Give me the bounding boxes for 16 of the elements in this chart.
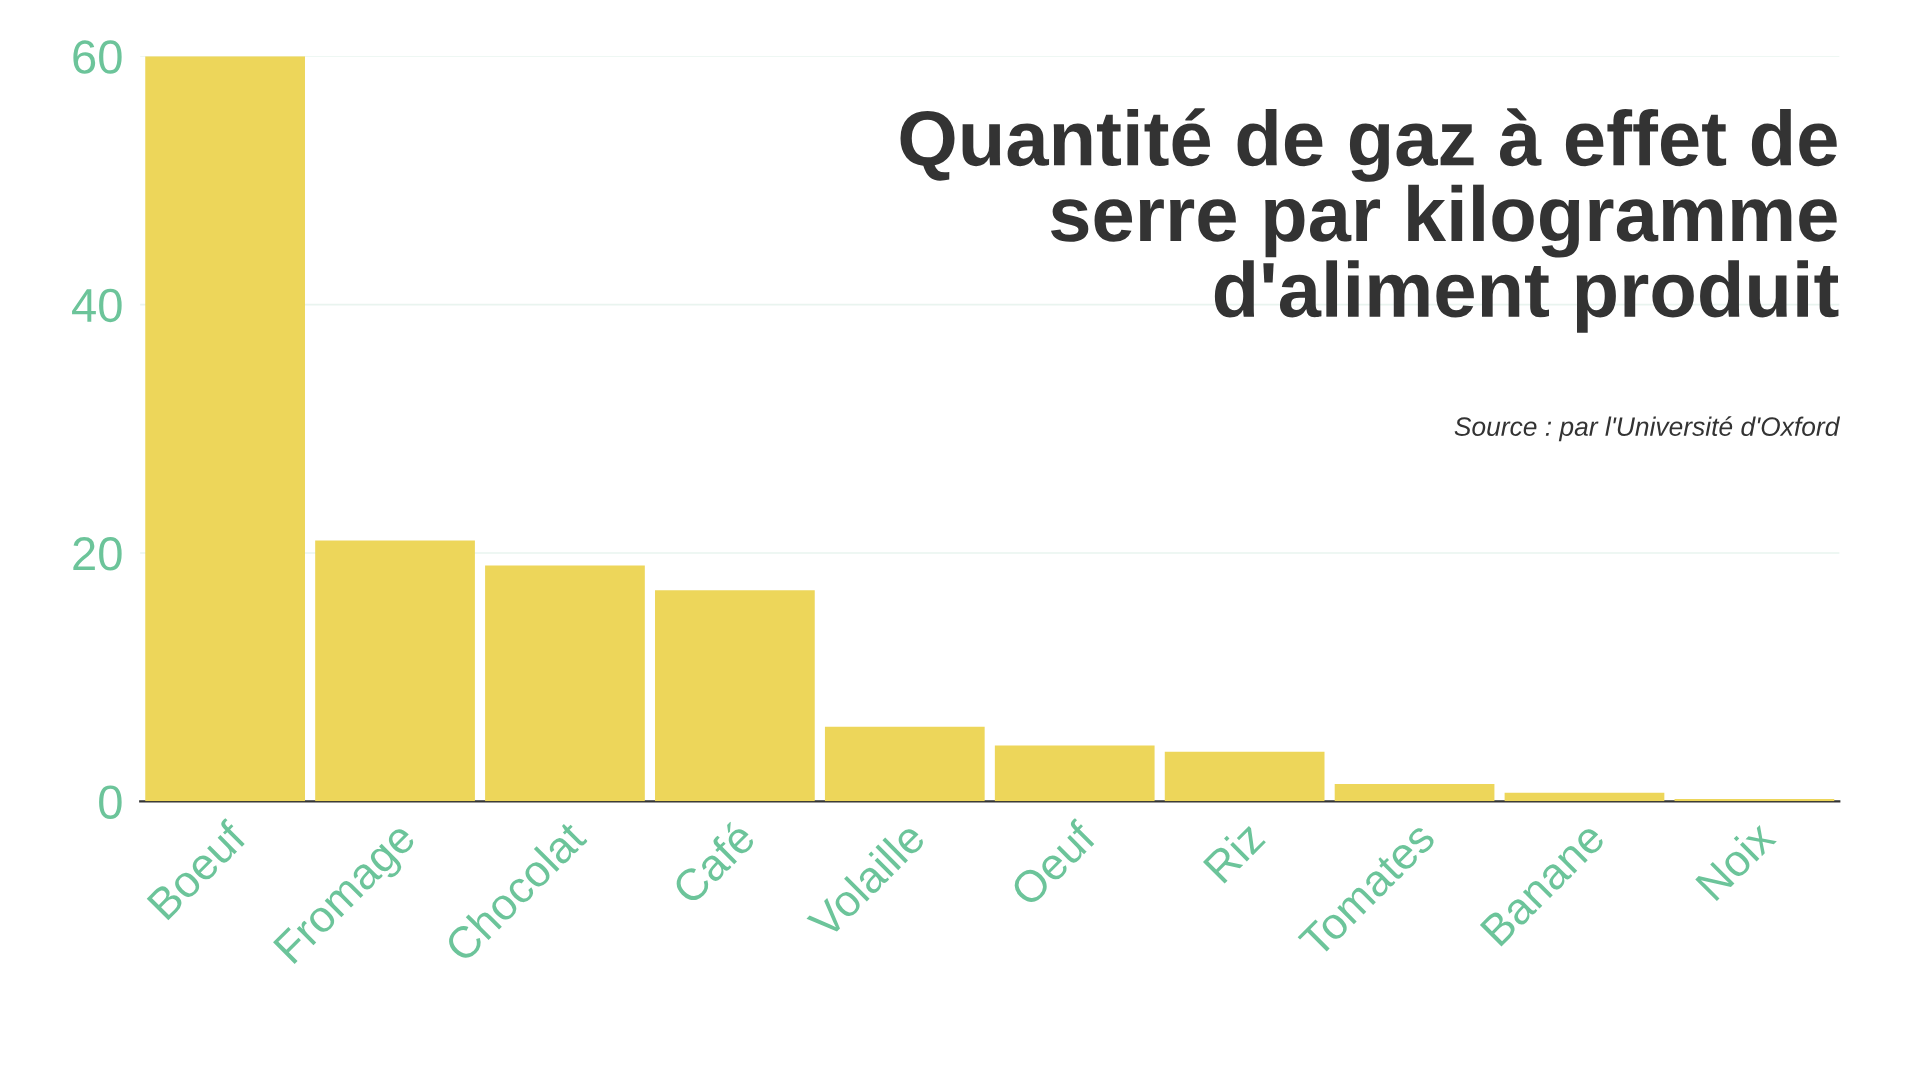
bar	[1504, 792, 1665, 802]
y-tick-label: 60	[73, 40, 122, 74]
bar	[315, 540, 475, 802]
y-tick-label: 0	[99, 785, 122, 819]
x-tick-label: Riz	[1201, 819, 1266, 884]
bar	[824, 726, 985, 802]
bar	[994, 745, 1155, 802]
bar	[145, 56, 305, 802]
bar	[1334, 783, 1495, 802]
annotation: Source : par l'Université d'Oxford	[1454, 416, 1841, 442]
y-tick-label: 20	[73, 537, 122, 571]
y-tick-label: 40	[72, 288, 122, 323]
bar	[485, 565, 645, 802]
text: Quantité de gaz à effet de serre par kilogramme d'aliment produit	[900, 108, 1839, 333]
bar	[1164, 751, 1325, 802]
bar	[655, 590, 815, 802]
